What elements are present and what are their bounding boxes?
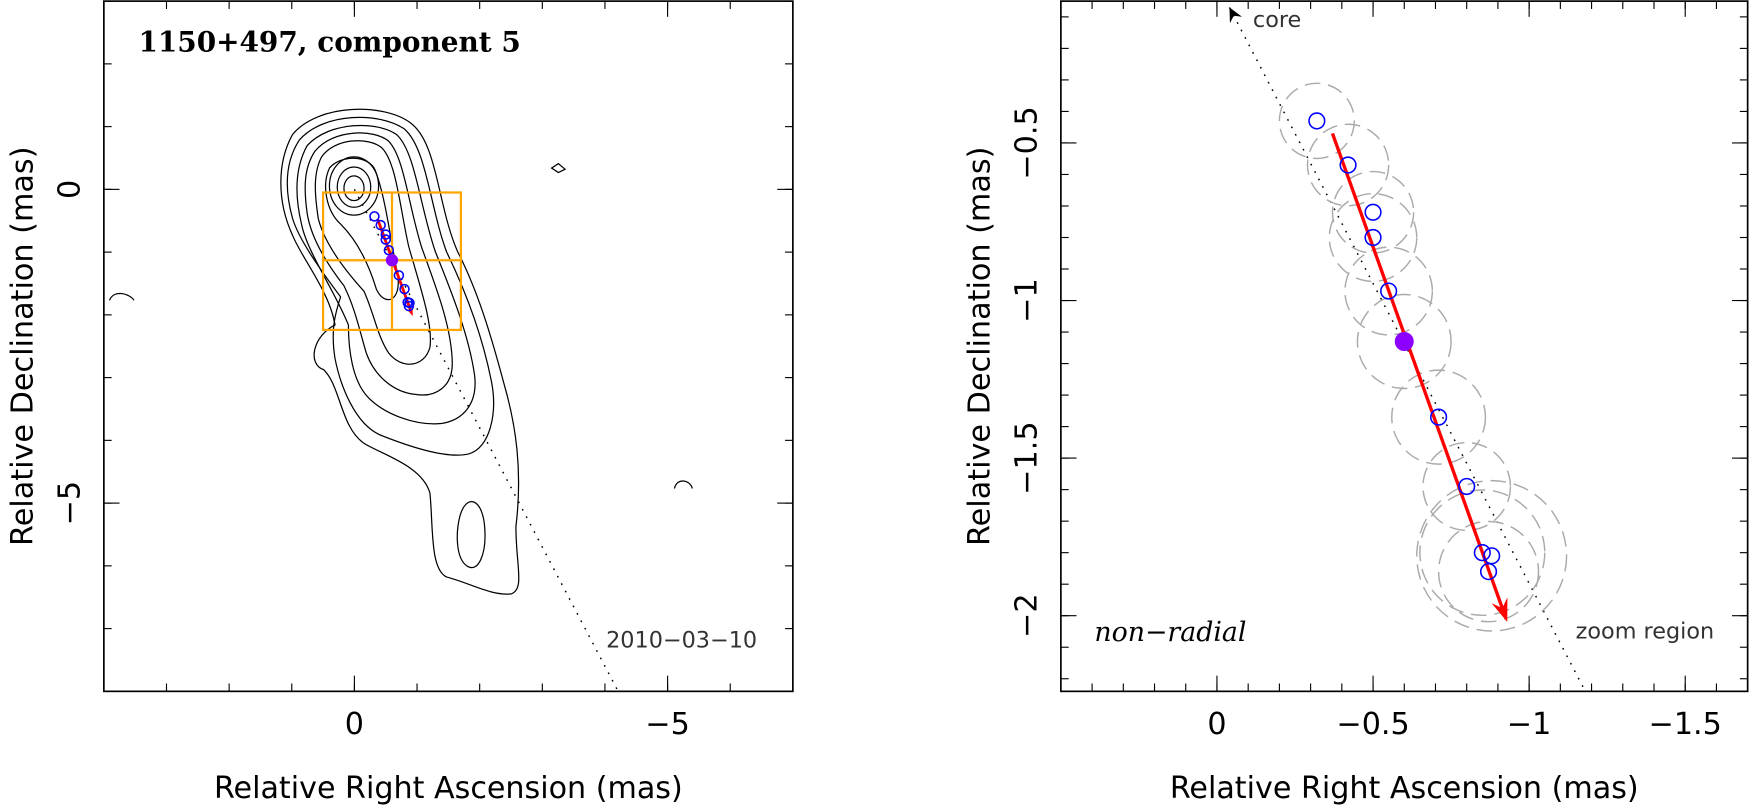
component-size bbox=[1328, 192, 1418, 283]
motion-arrow bbox=[1330, 132, 1505, 611]
x-tick-label: −1.5 bbox=[1649, 707, 1722, 742]
component-position bbox=[1364, 228, 1382, 247]
component-position bbox=[393, 270, 405, 281]
x-axis-label: Relative Right Ascension (mas) bbox=[214, 771, 683, 806]
plot-area bbox=[321, 189, 619, 692]
annotation: 2010−03−10 bbox=[606, 628, 757, 654]
contour bbox=[550, 162, 567, 174]
x-tick-label: 0 bbox=[1207, 707, 1226, 742]
component-position bbox=[1430, 408, 1448, 426]
component-size bbox=[1391, 369, 1487, 465]
y-tick-label: −1 bbox=[1009, 278, 1044, 323]
component-position bbox=[1473, 544, 1491, 562]
contour bbox=[456, 501, 486, 569]
component-position bbox=[380, 234, 391, 245]
contour bbox=[325, 157, 399, 301]
annotation: core bbox=[1253, 7, 1301, 33]
component-size bbox=[1419, 489, 1546, 617]
y-tick-label: 0 bbox=[52, 180, 87, 199]
chart-title: 1150+497, component 5 bbox=[138, 25, 520, 58]
contour bbox=[328, 156, 380, 216]
component-size bbox=[1416, 479, 1568, 632]
y-tick-label: −2 bbox=[1009, 593, 1044, 638]
component-position bbox=[1483, 547, 1501, 565]
core-arrowhead bbox=[1229, 7, 1242, 24]
component-position bbox=[1479, 562, 1498, 581]
y-tick-label: −5 bbox=[52, 481, 87, 526]
component-position bbox=[383, 244, 395, 256]
annotation: non−radial bbox=[1094, 617, 1246, 648]
contour bbox=[343, 175, 365, 202]
contour bbox=[304, 132, 453, 396]
contour-map bbox=[108, 108, 693, 595]
reference-position bbox=[385, 254, 399, 267]
arrowhead bbox=[1491, 597, 1508, 623]
contour bbox=[296, 124, 476, 425]
y-axis-label: Relative Declination (mas) bbox=[962, 147, 997, 546]
component-size bbox=[1331, 170, 1415, 254]
component-position bbox=[375, 219, 386, 231]
y-tick-label: −0.5 bbox=[1009, 106, 1044, 179]
component-size bbox=[1422, 441, 1512, 532]
reference-position bbox=[1394, 331, 1414, 352]
component-size bbox=[1344, 246, 1434, 336]
x-tick-label: 0 bbox=[345, 707, 364, 742]
y-axis-label: Relative Declination (mas) bbox=[5, 147, 40, 546]
component-size bbox=[1437, 520, 1540, 623]
x-tick-label: −5 bbox=[645, 707, 689, 742]
frame bbox=[103, 0, 794, 693]
component-position bbox=[403, 300, 415, 312]
x-tick-label: −0.5 bbox=[1336, 707, 1409, 742]
component-position bbox=[1339, 156, 1357, 174]
contour bbox=[286, 116, 495, 456]
component-size bbox=[1278, 82, 1356, 160]
component-position bbox=[1308, 112, 1326, 130]
plot-area bbox=[1228, 7, 1586, 692]
component-position bbox=[1380, 282, 1398, 300]
component-position bbox=[399, 283, 410, 295]
y-tick-label: −1.5 bbox=[1009, 421, 1044, 494]
contour bbox=[280, 108, 520, 595]
component-size bbox=[1306, 123, 1390, 207]
contour bbox=[108, 292, 135, 301]
arrowhead bbox=[406, 307, 413, 317]
component-size bbox=[1356, 293, 1452, 390]
component-position bbox=[1458, 477, 1476, 496]
contour bbox=[673, 480, 693, 489]
component-position bbox=[380, 229, 391, 240]
x-axis-label: Relative Right Ascension (mas) bbox=[1170, 771, 1639, 806]
contour bbox=[336, 166, 372, 208]
annotation: zoom region bbox=[1576, 619, 1714, 645]
component-position bbox=[369, 211, 380, 222]
x-tick-label: −1 bbox=[1507, 707, 1551, 742]
component-position bbox=[1364, 203, 1382, 221]
